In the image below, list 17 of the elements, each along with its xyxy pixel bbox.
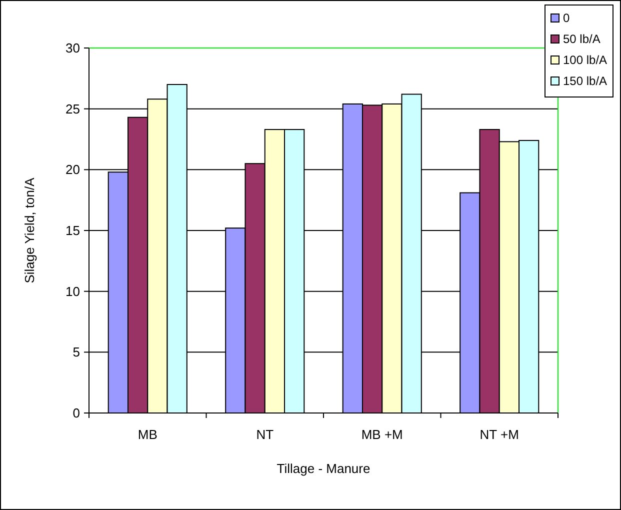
y-tick-label: 10	[66, 284, 80, 299]
y-tick-label: 30	[66, 40, 80, 56]
x-tick-label: MB	[138, 427, 158, 442]
y-tick-label: 25	[66, 101, 80, 116]
x-axis-title: Tillage - Manure	[276, 461, 370, 476]
x-tick-label: MB +M	[361, 427, 403, 442]
legend-label: 50 lb/A	[563, 32, 600, 46]
legend-label: 0	[563, 11, 570, 26]
x-tick-label: NT +M	[480, 427, 519, 442]
legend-label: 100 lb/A	[563, 53, 608, 68]
y-tick-label: 0	[72, 406, 80, 421]
y-axis-title: Silage Yield, ton/A	[22, 177, 37, 284]
y-tick-label: 15	[66, 223, 80, 238]
y-tick-label: 20	[66, 162, 80, 178]
y-tick-label: 5	[72, 344, 80, 360]
x-tick-label: NT	[256, 427, 274, 442]
legend-label: 150 lb/A	[563, 74, 608, 88]
